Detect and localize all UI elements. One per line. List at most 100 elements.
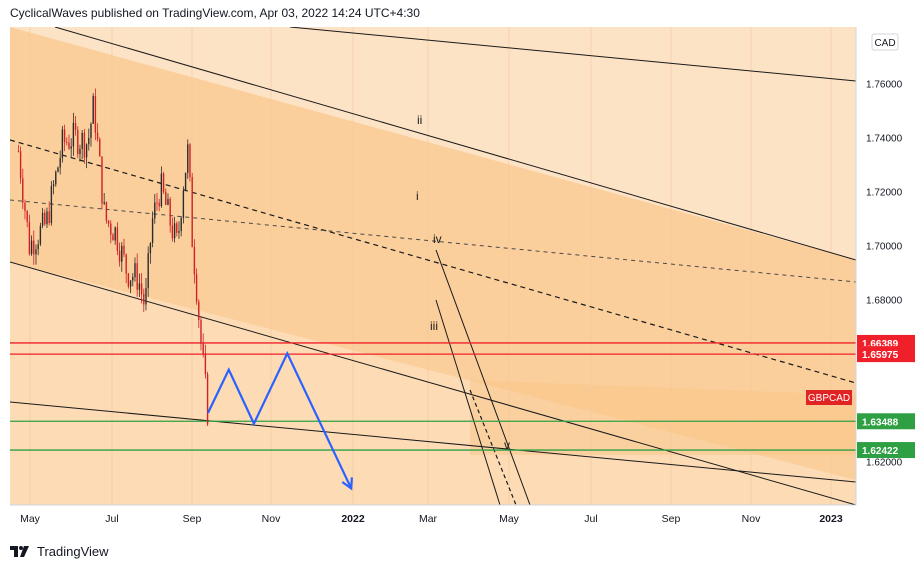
candle-body bbox=[85, 144, 88, 158]
candle-body bbox=[22, 178, 24, 203]
mid-dashed-line bbox=[10, 199, 856, 283]
candle-body bbox=[28, 221, 31, 254]
candle-body bbox=[33, 240, 35, 255]
candle-body bbox=[66, 142, 68, 143]
candle-body bbox=[140, 283, 143, 294]
candle-body bbox=[191, 177, 193, 248]
candle-body bbox=[206, 374, 209, 425]
x-tick-label: Jul bbox=[584, 513, 597, 525]
projection-path bbox=[207, 350, 353, 489]
candle-body bbox=[24, 202, 26, 211]
candle-body bbox=[46, 211, 48, 225]
target-zone-fill bbox=[470, 380, 856, 455]
candle-body bbox=[178, 231, 180, 233]
candle-body bbox=[162, 173, 165, 192]
candle-body bbox=[57, 167, 59, 172]
candle-body bbox=[77, 129, 79, 155]
level-price-tag[interactable] bbox=[857, 442, 915, 459]
y-tick-label: 1.70000 bbox=[866, 241, 903, 252]
upper-trendline bbox=[289, 27, 856, 82]
candle-body bbox=[145, 287, 147, 305]
y-tick-label: 1.76000 bbox=[866, 79, 903, 90]
candle-body bbox=[44, 212, 46, 225]
candle-body bbox=[187, 144, 189, 173]
candle-body bbox=[132, 277, 134, 281]
level-price-label: 1.65975 bbox=[862, 350, 899, 361]
candle-body bbox=[169, 198, 171, 226]
candle-body bbox=[88, 138, 90, 145]
symbol-tag[interactable] bbox=[806, 390, 852, 405]
candle-body bbox=[74, 122, 77, 130]
wave-label-v: v bbox=[504, 438, 510, 452]
y-tick-label: 1.62000 bbox=[866, 457, 903, 468]
candle-body bbox=[154, 202, 156, 219]
candle-body bbox=[114, 227, 116, 241]
candle-body bbox=[147, 253, 149, 288]
x-tick-label: Nov bbox=[262, 513, 281, 525]
y-tick-label: 1.68000 bbox=[866, 295, 903, 306]
wave-label-i: i bbox=[416, 189, 419, 203]
y-tick-label: 1.72000 bbox=[866, 187, 903, 198]
candle-body bbox=[96, 132, 99, 140]
candle-body bbox=[35, 249, 37, 255]
candle-body bbox=[61, 129, 64, 158]
candle-body bbox=[110, 223, 112, 235]
candle-body bbox=[121, 245, 123, 262]
currency-label: CAD bbox=[874, 38, 895, 49]
candle-body bbox=[70, 146, 72, 149]
candle-body bbox=[125, 254, 127, 274]
candle-body bbox=[55, 171, 57, 185]
candle-body bbox=[90, 123, 92, 139]
candle-body bbox=[182, 190, 185, 218]
level-price-tag[interactable] bbox=[857, 413, 915, 430]
x-tick-label: 2023 bbox=[819, 513, 843, 525]
candle-body bbox=[94, 96, 97, 133]
candle-body bbox=[158, 202, 160, 207]
price-axis-background bbox=[856, 27, 924, 505]
candle-body bbox=[59, 157, 61, 168]
level-price-tag[interactable] bbox=[857, 346, 915, 363]
candle-body bbox=[118, 250, 121, 262]
price-chart[interactable]: ii i iv iii v CAD 1.76000 1.74000 1.72000 1… bbox=[0, 0, 924, 538]
tradingview-logo-icon[interactable] bbox=[10, 544, 32, 558]
level-price-label: 1.66389 bbox=[862, 339, 899, 350]
channel-top-line bbox=[54, 27, 856, 261]
x-tick-label: Sep bbox=[183, 513, 202, 525]
wave-label-ii: ii bbox=[417, 113, 422, 127]
candle-body bbox=[204, 353, 207, 375]
candle-body bbox=[149, 242, 152, 254]
candle-body bbox=[200, 320, 202, 344]
currency-badge[interactable] bbox=[871, 33, 899, 51]
publisher-caption: CyclicalWaves published on TradingView.c… bbox=[10, 6, 420, 20]
candle-body bbox=[202, 343, 204, 354]
candle-body bbox=[79, 148, 81, 155]
long-support-line bbox=[10, 401, 856, 483]
candle-body bbox=[134, 263, 136, 278]
candle-body bbox=[63, 129, 66, 143]
x-tick-label: May bbox=[499, 513, 520, 525]
candle-body bbox=[136, 263, 138, 290]
wedge-lower-line bbox=[435, 299, 501, 505]
candle-body bbox=[184, 172, 187, 191]
x-tick-label: Jul bbox=[105, 513, 118, 525]
candle-body bbox=[143, 293, 145, 305]
candle-body bbox=[176, 223, 178, 233]
candle-body bbox=[52, 184, 55, 187]
projection-arrowhead bbox=[341, 477, 353, 491]
candle-body bbox=[171, 225, 174, 239]
candle-body bbox=[41, 212, 44, 226]
x-tick-label: Sep bbox=[662, 513, 681, 525]
candle-body bbox=[99, 139, 101, 157]
candle-body bbox=[39, 225, 42, 245]
candle-body bbox=[156, 202, 158, 204]
candle-body bbox=[50, 186, 53, 224]
candle-body bbox=[127, 273, 130, 287]
channel-bottom-line bbox=[10, 261, 856, 505]
candle-body bbox=[193, 247, 196, 275]
candle-body bbox=[103, 202, 105, 204]
candle-body bbox=[83, 132, 86, 158]
candle-body bbox=[173, 223, 176, 239]
candle-body bbox=[198, 301, 200, 321]
y-tick-label: 1.74000 bbox=[866, 133, 903, 144]
